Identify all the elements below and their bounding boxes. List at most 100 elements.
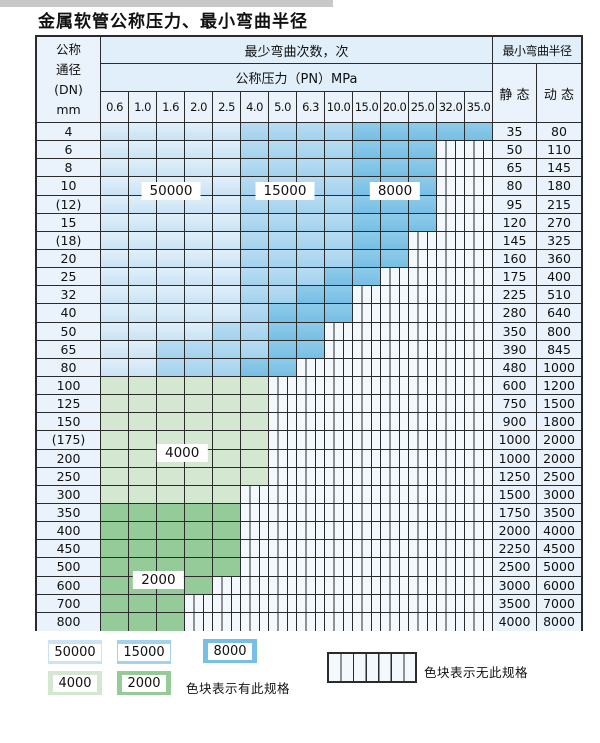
no-spec-cell (297, 431, 325, 450)
spec-cell-15000 (269, 159, 297, 178)
dynamic-cell: 400 (537, 268, 581, 287)
dn-cell: 40 (37, 304, 101, 323)
spec-cell-8000 (353, 123, 381, 142)
static-cell: 95 (493, 195, 537, 214)
spec-cell-4000 (101, 467, 129, 486)
no-spec-cell (269, 449, 297, 468)
spec-cell-15000 (213, 322, 241, 341)
no-spec-cell (409, 449, 437, 468)
no-spec-cell (297, 612, 325, 631)
no-spec-cell (437, 485, 465, 504)
spec-cell-15000 (157, 358, 185, 377)
spec-cell-8000 (381, 159, 409, 178)
spec-cell-15000 (325, 141, 353, 160)
no-spec-cell (465, 304, 493, 323)
spec-cell-15000 (269, 231, 297, 250)
spec-cell-50000 (129, 231, 157, 250)
spec-cell-4000 (185, 395, 213, 414)
spec-cell-4000 (101, 376, 129, 396)
no-spec-cell (325, 467, 353, 486)
spec-cell-4000 (101, 395, 129, 414)
pressure-col-header: 4.0 (241, 92, 269, 123)
spec-cell-4000 (241, 431, 269, 450)
no-spec-cell (437, 195, 465, 214)
spec-cell-50000 (101, 159, 129, 178)
no-spec-cell (465, 249, 493, 269)
no-spec-cell (241, 594, 269, 613)
spec-cell-15000 (241, 286, 269, 305)
spec-cell-50000 (129, 249, 157, 269)
dynamic-cell: 4500 (537, 540, 581, 559)
spec-cell-8000 (381, 213, 409, 232)
scan-artifact-strip (0, 0, 333, 7)
dynamic-cell: 145 (537, 159, 581, 178)
spec-cell-8000 (353, 231, 381, 250)
no-spec-cell (465, 395, 493, 414)
spec-cell-15000 (297, 268, 325, 287)
dynamic-cell: 1000 (537, 358, 581, 377)
no-spec-cell (297, 449, 325, 468)
no-spec-cell (353, 358, 381, 377)
dn-cell: 20 (37, 249, 101, 269)
no-spec-cell (269, 612, 297, 631)
no-spec-cell (437, 268, 465, 287)
dn-cell: 100 (37, 376, 101, 396)
no-spec-cell (409, 522, 437, 541)
no-spec-cell (297, 395, 325, 414)
static-cell: 3500 (493, 594, 537, 613)
static-cell: 225 (493, 286, 537, 305)
static-cell: 2500 (493, 558, 537, 577)
dn-cell: 500 (37, 558, 101, 577)
no-spec-cell (409, 576, 437, 595)
legend-swatch-4000: 4000 (48, 671, 102, 695)
no-spec-cell (437, 376, 465, 396)
no-spec-cell (269, 485, 297, 504)
spec-cell-8000 (381, 249, 409, 269)
dn-header-cell: 公称 通径 (DN) mm (37, 37, 101, 123)
static-cell: 3000 (493, 576, 537, 595)
pressure-col-header: 1.0 (129, 92, 157, 123)
dn-header-line: (DN) (54, 81, 83, 97)
no-spec-cell (185, 612, 213, 631)
spec-cell-50000 (101, 249, 129, 269)
no-spec-cell (381, 594, 409, 613)
spec-cell-2000 (101, 558, 129, 577)
spec-cell-50000 (185, 231, 213, 250)
spec-cell-15000 (325, 213, 353, 232)
dynamic-cell: 360 (537, 249, 581, 269)
no-spec-cell (437, 431, 465, 450)
spec-cell-8000 (381, 141, 409, 160)
no-spec-cell (269, 522, 297, 541)
static-cell: 350 (493, 322, 537, 341)
mid-header: 最少弯曲次数，次 公称压力（PN）MPa 0.6 1.0 1.6 2.0 2.5 4.0 5… (101, 37, 493, 123)
no-spec-cell (353, 594, 381, 613)
no-spec-cell (353, 449, 381, 468)
table-row: 600 3000 6000 (37, 576, 581, 595)
static-cell: 280 (493, 304, 537, 323)
table-row: 350 1750 3500 (37, 503, 581, 523)
dn-cell: 400 (37, 522, 101, 541)
spec-cell-8000 (409, 195, 437, 214)
dn-cell: 32 (37, 286, 101, 305)
spec-cell-50000 (213, 123, 241, 142)
no-spec-cell (465, 558, 493, 577)
spec-cell-4000 (129, 485, 157, 504)
no-spec-cell (297, 376, 325, 396)
legend-swatch-15000: 15000 (117, 640, 171, 664)
no-spec-cell (325, 376, 353, 396)
spec-cell-4000 (157, 413, 185, 432)
no-spec-cell (297, 594, 325, 613)
spec-cell-2000 (213, 558, 241, 577)
no-spec-cell (297, 485, 325, 504)
no-spec-cell (437, 540, 465, 559)
dynamic-cell: 4000 (537, 522, 581, 541)
spec-cell-8000 (409, 159, 437, 178)
spec-cell-8000 (353, 268, 381, 287)
pressure-col-header: 0.6 (101, 92, 129, 123)
dynamic-cell: 215 (537, 195, 581, 214)
spec-cell-2000 (157, 612, 185, 631)
spec-cell-15000 (269, 286, 297, 305)
no-spec-cell (381, 576, 409, 595)
spec-cell-4000 (129, 431, 157, 450)
spec-cell-8000 (381, 177, 409, 196)
